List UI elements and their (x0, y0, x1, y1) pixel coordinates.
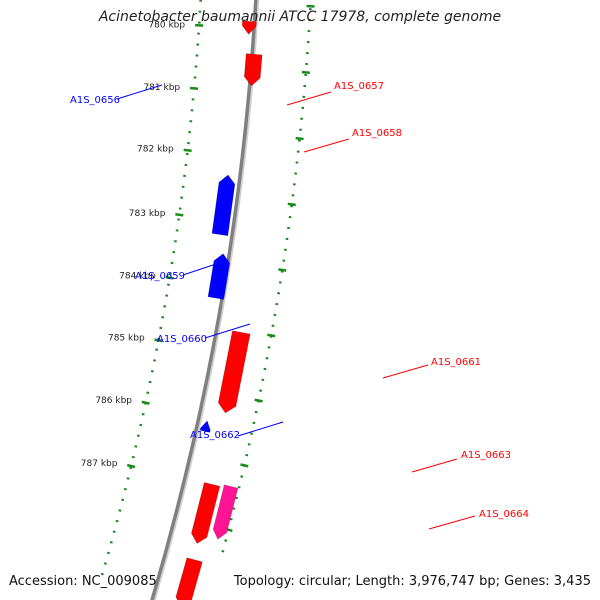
genome-summary: Topology: circular; Length: 3,976,747 bp… (233, 574, 591, 589)
callout-line-a1s-0661 (382, 364, 429, 379)
gene-feature-a1s-0659 (211, 174, 236, 237)
accession-label: Accession: NC_009085 (9, 574, 157, 589)
kbp-tick-label: 784 kbp (119, 271, 156, 281)
callout-line-a1s-0657 (286, 91, 332, 106)
kbp-tick-label: 786 kbp (95, 396, 132, 406)
gene-label-a1s-0659: A1S_0659 (135, 271, 185, 282)
callout-line-a1s-0660 (204, 323, 251, 339)
gene-label-a1s-0660: A1S_0660 (157, 334, 207, 345)
outer-ruler-tick (287, 202, 296, 207)
gene-label-a1s-0662: A1S_0662 (190, 430, 240, 441)
callout-line-a1s-0659 (182, 259, 229, 276)
callout-line-a1s-0662 (237, 421, 284, 437)
callout-line-a1s-0663 (411, 458, 458, 473)
kbp-tick-label: 787 kbp (81, 459, 118, 469)
kbp-tick (154, 338, 163, 343)
kbp-tick (195, 23, 204, 27)
kbp-tick (126, 463, 136, 469)
outer-ruler-tick (240, 463, 249, 468)
gene-feature-a1s-0663 (212, 484, 239, 540)
outer-ruler-track (221, 0, 313, 554)
callout-line-a1s-0658 (303, 138, 350, 153)
outer-ruler-tick (295, 136, 304, 141)
kbp-tick-label: 783 kbp (129, 209, 166, 219)
kbp-tick (175, 212, 184, 217)
kbp-tick (141, 400, 150, 405)
gene-label-a1s-0656: A1S_0656 (70, 95, 120, 106)
gene-label-a1s-0658: A1S_0658 (352, 128, 402, 139)
gene-label-a1s-0664: A1S_0664 (479, 509, 529, 520)
outer-ruler-tick (278, 268, 287, 272)
callout-line-a1s-0656 (116, 84, 163, 100)
gene-feature-a1s-0662 (199, 420, 211, 433)
outer-ruler-tick (267, 333, 276, 338)
gene-feature-a1s-0661 (217, 330, 251, 414)
kbp-tick (183, 148, 192, 153)
backbone-shadow (152, 0, 260, 600)
gene-label-a1s-0657: A1S_0657 (334, 81, 384, 92)
kbp-tick (165, 275, 174, 280)
outer-ruler-tick (254, 398, 263, 403)
gene-feature-a1s-0657 (241, 20, 257, 35)
gene-label-a1s-0661: A1S_0661 (431, 357, 481, 368)
outer-ruler-tick (301, 70, 310, 75)
callout-line-a1s-0664 (428, 515, 476, 530)
kbp-tick (189, 86, 199, 90)
kbp-tick-label: 781 kbp (143, 83, 180, 93)
map-title: Acinetobacter baumannii ATCC 17978, comp… (98, 9, 502, 25)
genome-backbone (150, 0, 258, 600)
kbp-tick-label: 785 kbp (108, 334, 145, 344)
inner-ruler-track (100, 0, 202, 578)
gene-feature-a1s-0664 (175, 557, 203, 600)
gene-feature-a1s-0663-hit (191, 482, 221, 544)
gene-feature-a1s-0658 (243, 53, 263, 87)
kbp-tick-label: 780 kbp (148, 20, 185, 30)
gene-label-a1s-0663: A1S_0663 (461, 450, 511, 461)
kbp-tick-label: 782 kbp (137, 145, 174, 155)
